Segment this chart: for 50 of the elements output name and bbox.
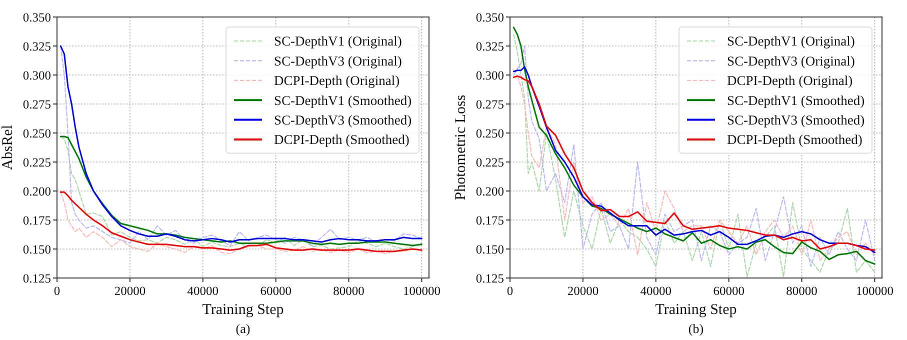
y-axis-title: AbsRel (0, 125, 16, 170)
y-axis-title: Photometric Loss (453, 94, 469, 200)
y-tick-label: 0.250 (22, 126, 51, 140)
legend-label: SC-DepthV3 (Original) (727, 53, 855, 68)
x-tick-label: 0 (54, 284, 60, 298)
legend-label: SC-DepthV1 (Smoothed) (727, 92, 865, 108)
y-tick-label: 0.175 (22, 213, 51, 228)
x-tick-label: 40000 (187, 284, 219, 298)
y-tick-label: 0.325 (476, 39, 504, 54)
y-tick-label: 0.275 (476, 97, 504, 112)
x-axis-title: Training Step (202, 302, 284, 318)
y-tick-label: 0.225 (22, 155, 51, 170)
y-tick-label: 0.150 (22, 242, 51, 256)
y-tick-label: 0.200 (22, 184, 51, 198)
legend-label: DCPI-Depth (Original) (727, 73, 853, 88)
y-tick-label: 0.125 (22, 271, 51, 286)
x-tick-label: 60000 (260, 284, 292, 298)
y-tick-label: 0.350 (476, 10, 504, 24)
y-tick-label: 0.225 (476, 155, 504, 170)
y-tick-label: 0.300 (22, 68, 51, 82)
legend-label: SC-DepthV3 (Smoothed) (727, 112, 865, 128)
x-tick-label: 60000 (713, 284, 744, 298)
y-tick-label: 0.175 (476, 213, 504, 228)
x-tick-label: 100000 (402, 284, 440, 298)
y-tick-label: 0.250 (476, 126, 504, 140)
legend-label: SC-DepthV3 (Smoothed) (274, 112, 412, 128)
y-tick-label: 0.150 (476, 242, 504, 256)
x-tick-label: 40000 (640, 284, 672, 298)
legend-label: DCPI-Depth (Original) (274, 73, 400, 88)
x-tick-label: 0 (506, 284, 514, 298)
text: (a) (236, 321, 250, 336)
legend-label: SC-DepthV1 (Original) (727, 34, 855, 49)
legend-label: DCPI-Depth (Smoothed) (727, 132, 862, 148)
y-tick-label: 0.125 (476, 271, 504, 286)
legend-label: DCPI-Depth (Smoothed) (274, 132, 410, 148)
x-tick-label: 20000 (567, 284, 599, 298)
x-tick-label: 80000 (333, 284, 364, 298)
y-tick-label: 0.275 (22, 97, 51, 112)
y-tick-label: 0.300 (476, 68, 504, 82)
x-tick-label: 100000 (856, 284, 894, 298)
y-tick-label: 0.350 (22, 10, 51, 24)
legend-label: SC-DepthV1 (Original) (274, 34, 402, 49)
x-tick-label: 80000 (786, 284, 818, 298)
x-tick-label: 20000 (114, 284, 146, 298)
y-tick-label: 0.200 (476, 184, 504, 198)
legend-label: SC-DepthV3 (Original) (274, 53, 402, 68)
text: (b) (688, 321, 704, 336)
x-axis-title: Training Step (655, 302, 737, 318)
legend-label: SC-DepthV1 (Smoothed) (274, 92, 412, 108)
y-tick-label: 0.325 (22, 39, 51, 54)
